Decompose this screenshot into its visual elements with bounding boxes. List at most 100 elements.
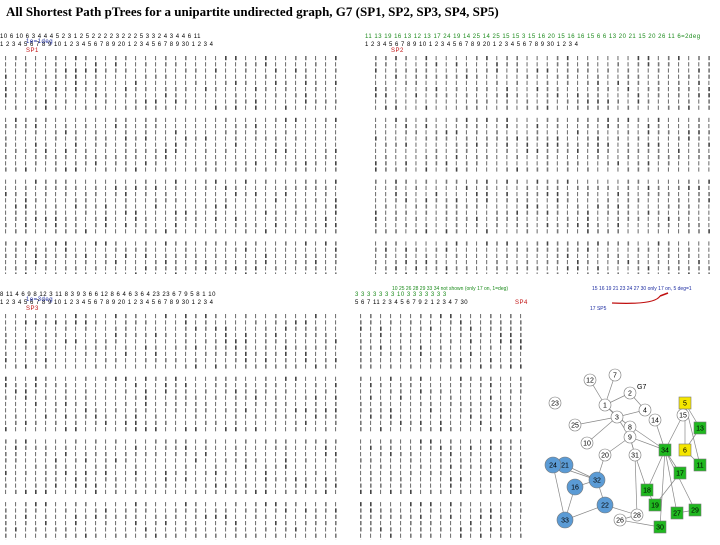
- bit-cell: [115, 465, 116, 469]
- bit-cell: [95, 248, 96, 252]
- bit-cell: [490, 389, 491, 393]
- bit-cell: [75, 358, 76, 362]
- bit-cell: [25, 186, 27, 190]
- bit-cell: [15, 155, 16, 159]
- bit-cell: [125, 223, 127, 227]
- bit-cell: [255, 56, 256, 60]
- bit-cell: [496, 155, 497, 159]
- bit-cell: [527, 186, 529, 190]
- bit-cell: [5, 68, 6, 72]
- bit-cell: [385, 106, 387, 110]
- bit-cell: [440, 458, 442, 462]
- bit-cell: [5, 167, 7, 171]
- bit-cell: [486, 106, 487, 110]
- bit-cell: [105, 106, 106, 110]
- bit-cell: [215, 364, 217, 368]
- bit-cell: [35, 81, 37, 85]
- bit-cell: [5, 124, 7, 128]
- bit-cell: [577, 198, 578, 202]
- bit-cell: [225, 217, 226, 221]
- bit-cell: [175, 490, 176, 494]
- bit-cell: [135, 402, 136, 406]
- bit-cell: [510, 452, 511, 456]
- bit-cell: [395, 241, 397, 245]
- bit-cell: [145, 471, 146, 475]
- bit-cell: [115, 327, 117, 331]
- bit-cell: [225, 260, 227, 264]
- bit-cell: [115, 136, 116, 140]
- bit-cell: [490, 515, 492, 519]
- bit-cell: [547, 192, 549, 196]
- bit-cell: [698, 229, 700, 233]
- bit-cell: [520, 396, 521, 400]
- bit-cell: [496, 99, 497, 103]
- bit-cell: [15, 106, 17, 110]
- bit-cell: [567, 272, 568, 274]
- bit-cell: [405, 130, 407, 134]
- bit-cell: [567, 68, 569, 72]
- bit-cell: [360, 515, 362, 519]
- bit-cell: [370, 364, 372, 368]
- bit-cell: [506, 272, 507, 274]
- bit-cell: [105, 204, 107, 208]
- bit-cell: [125, 339, 126, 343]
- bit-cell: [155, 477, 156, 481]
- bit-cell: [688, 180, 690, 184]
- bit-cell: [75, 327, 76, 331]
- bit-cell: [527, 167, 529, 171]
- bit-cell: [295, 364, 297, 368]
- bit-cell: [557, 124, 559, 128]
- bit-cell: [105, 254, 107, 258]
- bit-cell: [415, 198, 416, 202]
- bit-cell: [476, 272, 478, 274]
- bit-cell: [175, 223, 177, 227]
- bit-cell: [506, 155, 507, 159]
- bit-cell: [617, 106, 618, 110]
- bit-cell: [506, 217, 508, 221]
- bit-cell: [165, 118, 166, 122]
- bit-cell: [688, 272, 690, 274]
- bit-cell: [65, 383, 67, 387]
- bit-cell: [708, 62, 710, 66]
- bit-cell: [466, 118, 468, 122]
- bit-cell: [295, 327, 297, 331]
- bit-cell: [255, 346, 256, 350]
- bit-cell: [607, 254, 609, 258]
- bit-cell: [688, 99, 690, 103]
- bit-cell: [15, 346, 16, 350]
- bit-cell: [500, 352, 501, 356]
- bit-cell: [520, 421, 521, 425]
- bit-cell: [245, 223, 247, 227]
- bit-cell: [638, 155, 639, 159]
- bit-cell: [668, 204, 670, 208]
- bit-cell: [75, 56, 77, 60]
- bit-cell: [295, 167, 297, 171]
- bit-cell: [105, 352, 106, 356]
- bit-cell: [75, 383, 76, 387]
- bit-cell: [450, 346, 451, 350]
- bit-cell: [215, 272, 216, 274]
- bit-cell: [537, 266, 539, 270]
- bit-cell: [165, 439, 167, 443]
- bit-cell: [436, 211, 437, 215]
- bit-cell: [155, 521, 157, 525]
- bit-cell: [628, 241, 630, 245]
- bit-cell: [275, 266, 277, 270]
- bit-cell: [335, 502, 336, 506]
- bit-cell: [195, 180, 196, 184]
- bit-cell: [537, 149, 539, 153]
- bit-cell: [688, 81, 689, 85]
- bit-cell: [145, 106, 147, 110]
- bit-cell: [305, 68, 307, 72]
- bit-cell: [85, 155, 87, 159]
- bit-cell: [315, 260, 317, 264]
- bit-cell: [557, 260, 559, 264]
- bit-cell: [185, 465, 187, 469]
- bit-cell: [265, 446, 266, 450]
- bit-cell: [45, 377, 47, 381]
- bit-cell: [390, 346, 391, 350]
- bit-cell: [115, 339, 117, 343]
- bit-cell: [335, 402, 337, 406]
- bit-cell: [5, 314, 6, 318]
- bit-cell: [450, 471, 451, 475]
